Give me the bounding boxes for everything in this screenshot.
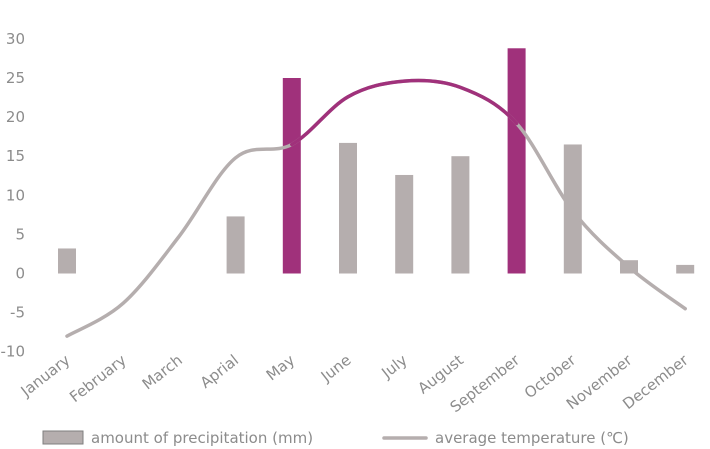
legend-precipitation-swatch bbox=[42, 430, 84, 445]
x-tick-label: July bbox=[378, 351, 411, 382]
legend-precipitation-label: amount of precipitation (mm) bbox=[91, 429, 313, 447]
bar-may bbox=[282, 78, 301, 274]
x-tick-label: June bbox=[317, 351, 355, 386]
temperature-line bbox=[65, 78, 687, 338]
y-tick-label: 15 bbox=[6, 147, 25, 165]
bar-july bbox=[395, 174, 414, 274]
bar-september bbox=[507, 48, 526, 274]
x-tick-label: March bbox=[139, 351, 186, 393]
y-axis-ticks: -10 -5 0 5 10 15 20 25 30 bbox=[1, 30, 26, 361]
bar-aprial bbox=[226, 216, 245, 274]
x-tick-label: August bbox=[414, 351, 467, 398]
bar-december bbox=[676, 264, 695, 274]
x-tick-label: January bbox=[17, 351, 74, 401]
bar-january bbox=[58, 248, 76, 274]
y-tick-label: 25 bbox=[6, 69, 25, 87]
y-tick-label: 5 bbox=[15, 225, 25, 243]
temperature-line-full bbox=[65, 78, 687, 338]
x-tick-label: February bbox=[66, 351, 130, 406]
y-tick-label: 10 bbox=[6, 186, 25, 204]
y-tick-label: -10 bbox=[1, 343, 26, 361]
x-tick-label: May bbox=[263, 351, 299, 384]
y-tick-label: 0 bbox=[15, 265, 25, 283]
legend: amount of precipitation (mm) average tem… bbox=[42, 429, 629, 447]
legend-temperature-label: average temperature (℃) bbox=[435, 429, 629, 447]
bar-june bbox=[339, 142, 357, 274]
y-tick-label: 30 bbox=[6, 30, 25, 48]
x-tick-label: Aprial bbox=[197, 351, 242, 392]
temperature-line-highlight bbox=[290, 78, 519, 147]
y-tick-label: 20 bbox=[6, 108, 25, 126]
y-tick-label: -5 bbox=[10, 304, 25, 322]
bar-august bbox=[451, 156, 470, 274]
